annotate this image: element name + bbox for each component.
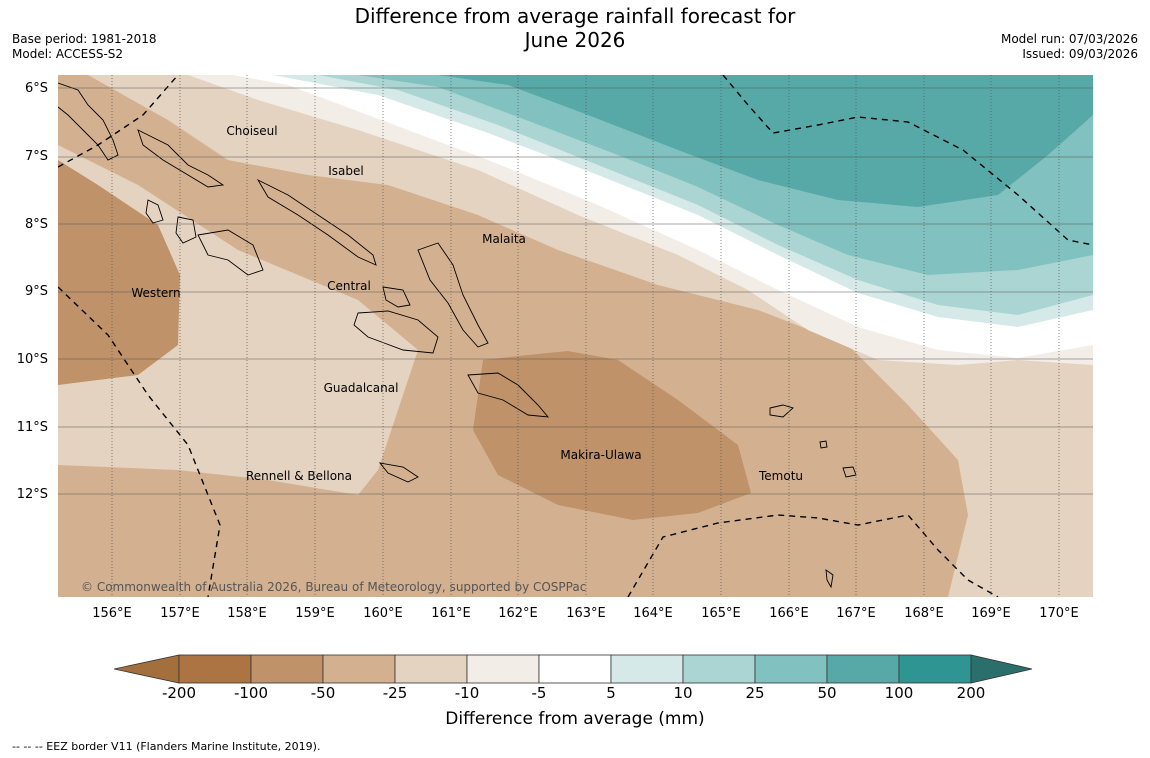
lon-label-165e: 165°E	[701, 606, 741, 621]
colorbar-label-5: 5	[606, 684, 616, 702]
colorbar-label-n10: -10	[454, 684, 480, 702]
island-florida	[382, 286, 411, 308]
lat-label-12s: 12°S	[16, 487, 48, 502]
model-name: Model: ACCESS-S2	[12, 47, 124, 61]
colorbar-segment	[682, 654, 756, 684]
meta-left: Base period: 1981-2018 Model: ACCESS-S2	[12, 32, 157, 62]
colorbar-segment	[322, 654, 396, 684]
issued-date: Issued: 09/03/2026	[1022, 47, 1138, 61]
colorbar-segment	[898, 654, 972, 684]
anomaly-band-mid-brown-west	[58, 160, 180, 385]
copyright-note: © Commonwealth of Australia 2026, Bureau…	[81, 580, 587, 594]
base-period: Base period: 1981-2018	[12, 32, 157, 46]
coastlines	[58, 82, 857, 589]
island-malaita	[417, 242, 489, 348]
lon-label-161e: 161°E	[431, 606, 471, 621]
colorbar-segment	[826, 654, 900, 684]
region-label-guadalcanal: Guadalcanal	[323, 381, 399, 395]
colorbar-segment	[394, 654, 468, 684]
island-santa-cruz	[769, 404, 794, 418]
island-choiseul	[137, 129, 225, 188]
colorbar-segment	[466, 654, 540, 684]
region-label-choiseul: Choiseul	[226, 124, 278, 138]
colorbar-label-100: 100	[884, 684, 914, 702]
lon-label-160e: 160°E	[363, 606, 403, 621]
colorbar-label-n25: -25	[382, 684, 408, 702]
lon-label-168e: 168°E	[904, 606, 944, 621]
colorbar-extend-high	[970, 654, 1033, 684]
lat-label-6s: 6°S	[24, 81, 48, 96]
eez-border-north-west	[58, 75, 179, 168]
lon-label-170e: 170°E	[1039, 606, 1079, 621]
colorbar-segment	[178, 654, 252, 684]
lon-label-159e: 159°E	[295, 606, 335, 621]
lon-label-166e: 166°E	[769, 606, 809, 621]
eez-borders	[58, 75, 1093, 597]
island-vella-lavella	[145, 199, 164, 224]
lat-label-9s: 9°S	[24, 284, 48, 299]
island-new-georgia	[197, 229, 264, 276]
lat-label-8s: 8°S	[24, 217, 48, 232]
map-panel[interactable]: Choiseul Isabel Malaita Western Central …	[58, 75, 1093, 597]
island-guadalcanal	[353, 310, 439, 354]
lat-label-11s: 11°S	[16, 420, 48, 435]
colorbar-label-50: 50	[817, 684, 837, 702]
lon-label-164e: 164°E	[633, 606, 673, 621]
island-bougainville	[58, 82, 119, 161]
region-label-isabel: Isabel	[328, 164, 364, 178]
colorbar	[114, 654, 1033, 684]
island-makira	[467, 372, 550, 418]
meta-right: Model run: 07/03/2026 Issued: 09/03/2026	[1001, 32, 1138, 62]
island-utupua	[819, 440, 828, 449]
colorbar-label-n200: -200	[161, 684, 197, 702]
title-line-1: Difference from average rainfall forecas…	[354, 4, 796, 28]
lat-label-10s: 10°S	[16, 352, 48, 367]
title-line-2: June 2026	[524, 28, 626, 52]
eez-border-south-west	[58, 286, 221, 597]
lon-label-156e: 156°E	[92, 606, 132, 621]
colorbar-label-25: 25	[745, 684, 765, 702]
lon-label-163e: 163°E	[566, 606, 606, 621]
colorbar-segment	[754, 654, 828, 684]
colorbar-label-200: 200	[956, 684, 986, 702]
anomaly-band-dark-teal	[438, 75, 1093, 207]
colorbar-label-n50: -50	[310, 684, 336, 702]
lon-label-162e: 162°E	[498, 606, 538, 621]
region-label-central: Central	[327, 279, 371, 293]
colorbar-label-10: 10	[673, 684, 693, 702]
island-kolombangara	[175, 216, 197, 244]
lon-label-169e: 169°E	[971, 606, 1011, 621]
lon-label-167e: 167°E	[836, 606, 876, 621]
anomaly-band-mid-brown-makira	[473, 351, 751, 520]
colorbar-segment	[250, 654, 324, 684]
map-svg	[58, 75, 1093, 597]
model-run: Model run: 07/03/2026	[1000, 32, 1138, 46]
eez-border-south-east	[627, 514, 999, 597]
chart-title: Difference from average rainfall forecas…	[0, 4, 1150, 52]
colorbar-title: Difference from average (mm)	[445, 709, 705, 729]
lon-label-158e: 158°E	[227, 606, 267, 621]
region-label-malaita: Malaita	[482, 232, 526, 246]
island-torres	[825, 569, 834, 589]
island-isabel	[256, 178, 377, 266]
eez-legend-note: -- -- -- EEZ border V11 (Flanders Marine…	[12, 740, 321, 753]
island-rennell	[378, 462, 419, 483]
meridian-gridlines	[111, 75, 1060, 597]
colorbar-label-n5: -5	[531, 684, 547, 702]
colorbar-segment	[610, 654, 684, 684]
region-label-makira-ulawa: Makira-Ulawa	[560, 448, 642, 462]
lon-label-157e: 157°E	[160, 606, 200, 621]
region-label-temotu: Temotu	[758, 469, 804, 483]
region-label-western: Western	[131, 286, 181, 300]
lat-label-7s: 7°S	[24, 149, 48, 164]
parallel-gridlines	[58, 87, 1093, 495]
colorbar-extend-low	[114, 654, 180, 684]
region-label-rennell-bellona: Rennell & Bellona	[245, 469, 353, 483]
eez-border-north-east	[722, 75, 1093, 246]
colorbar-label-n100: -100	[233, 684, 269, 702]
colorbar-segment	[538, 654, 612, 684]
